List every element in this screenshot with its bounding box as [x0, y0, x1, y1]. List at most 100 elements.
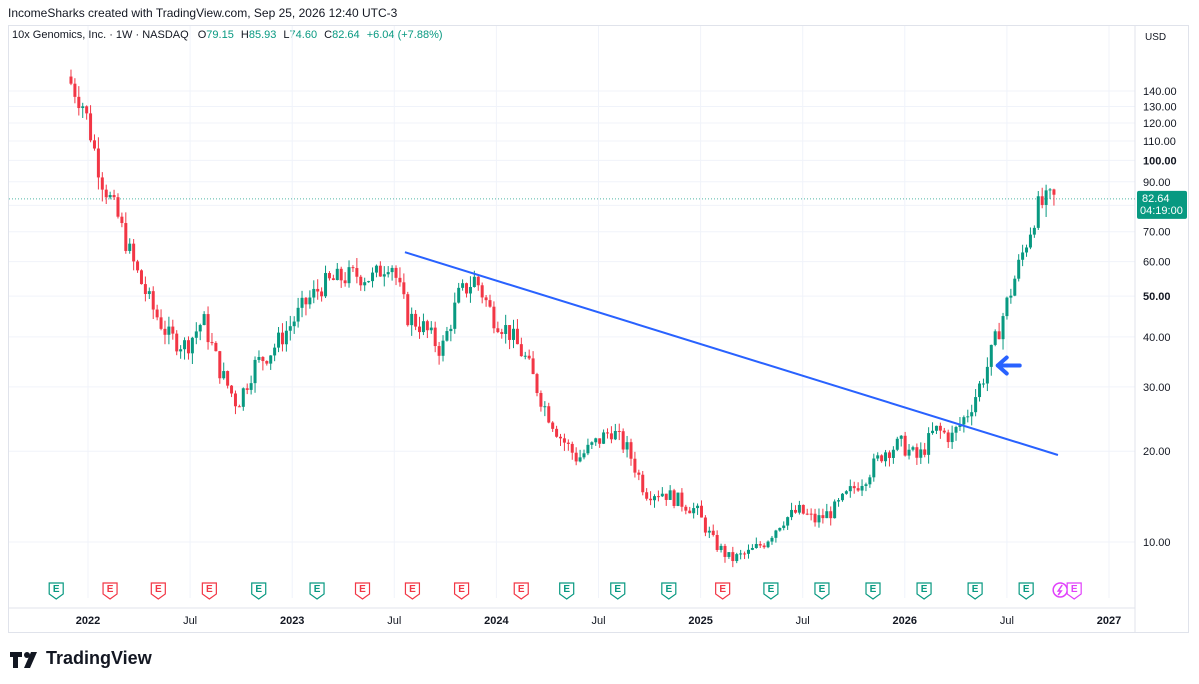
candle-body: [155, 309, 159, 318]
candle-body: [523, 355, 527, 357]
earnings-marker[interactable]: E: [513, 582, 529, 600]
earnings-marker[interactable]: E: [48, 582, 64, 600]
earnings-marker[interactable]: E: [354, 582, 371, 600]
y-tick-label: 130.00: [1143, 101, 1177, 113]
earnings-label: E: [53, 584, 60, 595]
candle-body: [1040, 196, 1044, 205]
candle-body: [1005, 297, 1009, 317]
currency-label[interactable]: USD: [1145, 32, 1167, 43]
candle-body: [633, 458, 637, 473]
candle-body: [629, 442, 633, 459]
open-value: 79.15: [206, 29, 234, 41]
y-axis-ticks: 0.000010.0020.0030.0040.0050.0060.0070.0…: [1143, 86, 1177, 549]
candle-body: [825, 511, 829, 519]
candle-body: [562, 438, 566, 443]
candle-body: [81, 106, 85, 109]
candle-body: [887, 452, 891, 458]
candle-body: [249, 383, 253, 390]
candle-body: [1017, 259, 1021, 279]
candle-body: [527, 355, 531, 359]
earnings-marker[interactable]: E: [763, 582, 779, 600]
y-tick-label: 20.00: [1143, 446, 1171, 458]
candle-body: [829, 511, 833, 519]
candle-body: [367, 281, 371, 283]
candle-body: [590, 442, 594, 445]
candle-body: [602, 432, 606, 444]
earnings-marker[interactable]: E: [150, 582, 166, 600]
candle-body: [774, 530, 778, 538]
candle-body: [476, 276, 480, 286]
brand-name: TradingView: [46, 648, 152, 668]
candle-body: [652, 496, 656, 501]
candle-body: [923, 449, 927, 455]
earnings-marker[interactable]: E: [404, 582, 421, 600]
candle-body: [707, 530, 711, 533]
candle-body: [946, 432, 950, 443]
candle-body: [966, 416, 970, 418]
candle-body: [132, 243, 136, 262]
candle-body: [1013, 278, 1017, 296]
earnings-marker[interactable]: E: [967, 582, 983, 600]
candle-body: [312, 288, 316, 298]
earnings-label: E: [1071, 584, 1078, 595]
candle-body: [206, 314, 210, 343]
candle-body: [73, 83, 77, 97]
y-tick-label: 100.00: [1143, 155, 1177, 167]
candle-body: [480, 285, 484, 298]
earnings-marker[interactable]: E: [251, 582, 267, 600]
candle-body: [414, 313, 418, 327]
earnings-marker[interactable]: E: [201, 582, 217, 600]
candle-body: [801, 504, 805, 514]
earnings-marker[interactable]: E: [865, 582, 881, 600]
candle-body: [386, 272, 390, 275]
candle-body: [210, 342, 214, 344]
candle-body: [880, 455, 884, 462]
earnings-marker[interactable]: E: [610, 582, 626, 600]
candle-body: [488, 300, 492, 307]
earnings-marker[interactable]: E: [1018, 582, 1034, 600]
candle-body: [821, 515, 825, 519]
earnings-marker[interactable]: E: [1066, 582, 1082, 600]
earnings-marker[interactable]: E: [916, 582, 932, 600]
candle-body: [1052, 189, 1056, 195]
earnings-marker[interactable]: E: [309, 582, 325, 600]
last-price-value: 82.64: [1142, 193, 1170, 205]
candle-body: [672, 490, 676, 506]
candle-body: [382, 274, 386, 277]
earnings-marker[interactable]: E: [814, 582, 830, 600]
x-tick-label: Jul: [387, 615, 401, 627]
candle-body: [656, 496, 660, 498]
candle-body: [269, 355, 273, 364]
earnings-marker[interactable]: E: [559, 582, 575, 600]
candle-body: [496, 328, 500, 333]
candle-body: [300, 297, 304, 308]
earnings-marker[interactable]: E: [102, 582, 118, 600]
earnings-marker[interactable]: E: [715, 582, 731, 600]
tradingview-brand[interactable]: TradingView: [10, 648, 152, 669]
symbol-title[interactable]: 10x Genomics, Inc. · 1W · NASDAQ: [12, 29, 189, 41]
candle-body: [410, 313, 414, 326]
candle-body: [304, 297, 308, 305]
candle-body: [711, 530, 715, 535]
candle-body: [186, 340, 190, 354]
earnings-badge-icon: [559, 582, 575, 600]
candle-body: [461, 283, 465, 288]
candle-body: [69, 76, 73, 84]
candle-body: [492, 306, 496, 329]
candle-body: [927, 433, 931, 455]
earnings-marker[interactable]: [1052, 582, 1068, 598]
earnings-marker[interactable]: E: [661, 582, 677, 600]
trendline: [404, 251, 1059, 456]
candle-body: [237, 406, 241, 408]
candle-body: [555, 428, 559, 437]
earnings-label: E: [255, 584, 262, 595]
candle-body: [719, 545, 723, 550]
candle-body: [551, 422, 555, 429]
candle-body: [194, 331, 198, 338]
candle-body: [844, 491, 848, 494]
candle-body: [214, 342, 218, 352]
x-axis-ticks: 2022 Jul 2023 Jul 2024 Jul 2025 Jul 2026 Jul 2027: [76, 615, 1121, 627]
symbol-legend[interactable]: 10x Genomics, Inc. · 1W · NASDAQ O79.15 …: [12, 29, 443, 41]
earnings-marker[interactable]: E: [453, 582, 470, 600]
